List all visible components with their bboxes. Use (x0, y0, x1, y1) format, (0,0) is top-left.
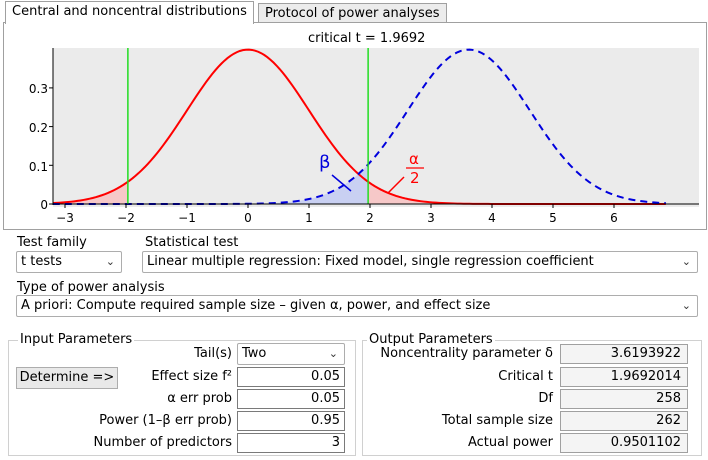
distribution-plot: critical t = 1.9692 0.3 0.2 0.1 0 −3 −2 … (29, 31, 699, 225)
y-tick-label: 0.3 (29, 82, 48, 96)
output-parameters-group (362, 340, 702, 456)
input-parameters-title: Input Parameters (18, 332, 135, 347)
x-tick-label: 3 (427, 211, 435, 225)
alpha-arrow (387, 176, 405, 194)
critical-t-value: 1.9692014 (560, 367, 688, 387)
analysis-type-value: A priori: Compute required sample size –… (21, 298, 491, 313)
input-parameters-group (8, 340, 356, 456)
x-tick-label: −3 (56, 211, 74, 225)
analysis-type-select[interactable]: A priori: Compute required sample size –… (16, 295, 698, 317)
alpha-err-input[interactable]: 0.05 (237, 389, 345, 409)
distribution-panel: critical t = 1.9692 0.3 0.2 0.1 0 −3 −2 … (3, 22, 707, 230)
y-tick-label: 0.1 (29, 160, 48, 174)
analysis-type-label: Type of power analysis (17, 280, 165, 295)
beta-symbol: β (319, 152, 331, 173)
y-tick-label: 0.2 (29, 121, 48, 135)
x-tick-label: 1 (305, 211, 313, 225)
chevron-down-icon: ⌄ (681, 255, 691, 268)
chevron-down-icon: ⌄ (328, 347, 338, 360)
chevron-down-icon: ⌄ (681, 299, 691, 312)
plot-area (53, 48, 699, 207)
beta-arrow (331, 174, 352, 192)
x-tick-label: 4 (488, 211, 496, 225)
x-tick-label: 0 (244, 211, 252, 225)
tab-protocol[interactable]: Protocol of power analyses (258, 3, 447, 24)
test-family-select[interactable]: t tests ⌄ (16, 251, 122, 273)
actual-power-label: Actual power (467, 435, 553, 450)
beta-region (52, 164, 369, 204)
y-tick-label: 0 (40, 198, 48, 212)
total-sample-size-value: 262 (560, 411, 688, 431)
statistical-test-value: Linear multiple regression: Fixed model,… (147, 254, 594, 269)
effect-size-label: Effect size f² (151, 369, 232, 384)
x-tick-label: 6 (610, 211, 618, 225)
alpha-region-right (368, 181, 666, 204)
x-tick-label: 2 (366, 211, 374, 225)
tails-value: Two (242, 346, 267, 361)
critical-t-label: critical t = 1.9692 (308, 31, 425, 46)
critical-t-output-label: Critical t (498, 369, 553, 384)
statistical-test-select[interactable]: Linear multiple regression: Fixed model,… (142, 251, 698, 273)
x-tick-label: 5 (549, 211, 557, 225)
effect-size-input[interactable]: 0.05 (237, 367, 345, 387)
ncp-label: Noncentrality parameter δ (380, 346, 553, 361)
tab-central-distributions[interactable]: Central and noncentral distributions (5, 1, 254, 24)
test-family-value: t tests (21, 254, 62, 269)
x-tick-label: −1 (178, 211, 196, 225)
test-family-label: Test family (17, 235, 87, 250)
statistical-test-label: Statistical test (145, 235, 239, 250)
ncp-value: 3.6193922 (560, 344, 688, 364)
alpha-numerator: α (409, 150, 419, 168)
power-input[interactable]: 0.95 (237, 411, 345, 431)
chevron-down-icon: ⌄ (105, 255, 115, 268)
alpha-region-left (52, 181, 128, 204)
determine-button[interactable]: Determine => (16, 367, 118, 389)
df-value: 258 (560, 389, 688, 409)
alpha-denominator: 2 (410, 169, 420, 187)
tails-select[interactable]: Two ⌄ (237, 343, 345, 365)
alpha-err-label: α err prob (167, 391, 232, 406)
total-sample-size-label: Total sample size (441, 413, 553, 428)
x-tick-label: −2 (117, 211, 135, 225)
actual-power-value: 0.9501102 (560, 433, 688, 453)
power-label: Power (1–β err prob) (99, 413, 232, 428)
predictors-label: Number of predictors (93, 435, 232, 450)
predictors-input[interactable]: 3 (237, 433, 345, 453)
tails-label: Tail(s) (194, 346, 232, 361)
df-label: Df (538, 391, 553, 406)
output-parameters-title: Output Parameters (367, 332, 495, 347)
